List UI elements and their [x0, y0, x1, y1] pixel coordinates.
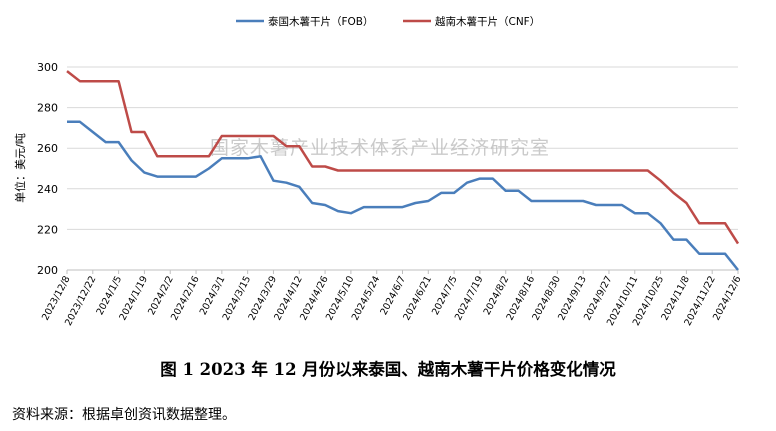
- y-tick-label: 280: [37, 102, 58, 115]
- y-axis-ticks: 200 220 240 260 280 300: [37, 61, 58, 277]
- chart-legend: 泰国木薯干片（FOB） 越南木薯干片（CNF）: [236, 15, 540, 28]
- source-note: 资料来源：根据卓创资讯数据整理。: [12, 407, 236, 423]
- y-tick-label: 300: [37, 61, 58, 74]
- price-line-chart: 泰国木薯干片（FOB） 越南木薯干片（CNF） 国家木薯产业技术体系产业经济研究…: [13, 15, 744, 328]
- x-tick-label: 2024/7/5: [430, 274, 460, 317]
- legend-label-thai: 泰国木薯干片（FOB）: [268, 15, 374, 28]
- x-tick-label: 2024/6/7: [378, 274, 408, 317]
- figure-caption: 图 1 2023 年 12 月份以来泰国、越南木薯干片价格变化情况: [160, 360, 616, 379]
- y-tick-label: 240: [37, 183, 58, 196]
- x-axis-ticks: 2023/12/82023/12/222024/1/52024/1/192024…: [40, 270, 744, 328]
- y-tick-label: 200: [37, 264, 58, 277]
- x-tick-label: 2024/1/5: [95, 274, 125, 317]
- legend-label-vietnam: 越南木薯干片（CNF）: [435, 15, 540, 28]
- gridlines: [67, 66, 738, 271]
- y-tick-label: 260: [37, 142, 58, 155]
- x-tick-label: 2024/8/2: [482, 274, 512, 317]
- watermark: 国家木薯产业技术体系产业经济研究室: [210, 137, 550, 159]
- y-axis-label: 单位：美元/吨: [13, 133, 27, 203]
- x-tick-label: 2024/2/2: [146, 274, 176, 317]
- series-lines: [66, 70, 740, 271]
- x-tick-label: 2024/3/1: [198, 274, 228, 317]
- series-line-vietnam: [66, 70, 740, 245]
- y-tick-label: 220: [37, 223, 58, 236]
- series-line-thai: [67, 120, 739, 271]
